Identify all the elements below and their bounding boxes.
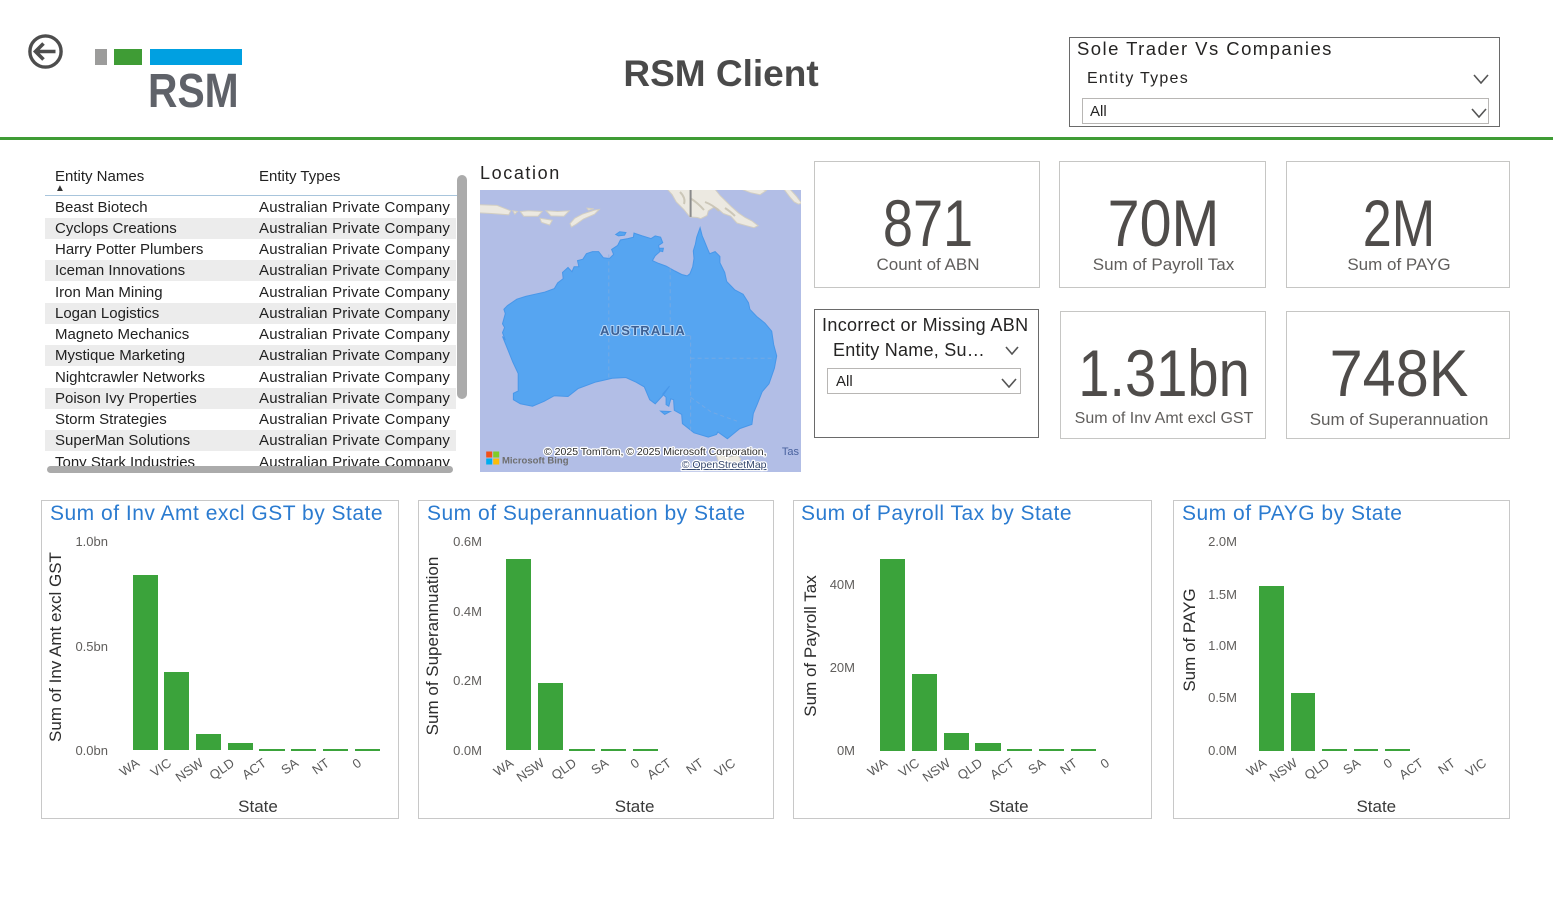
svg-text:Microsoft Bing: Microsoft Bing (502, 456, 569, 467)
svg-text:© 2025 TomTom, © 2025 Microsof: © 2025 TomTom, © 2025 Microsoft Corporat… (544, 446, 766, 458)
svg-text:Tas: Tas (782, 446, 800, 458)
svg-text:AUSTRALIA: AUSTRALIA (600, 323, 686, 338)
svg-text:© OpenStreetMap: © OpenStreetMap (682, 459, 767, 471)
